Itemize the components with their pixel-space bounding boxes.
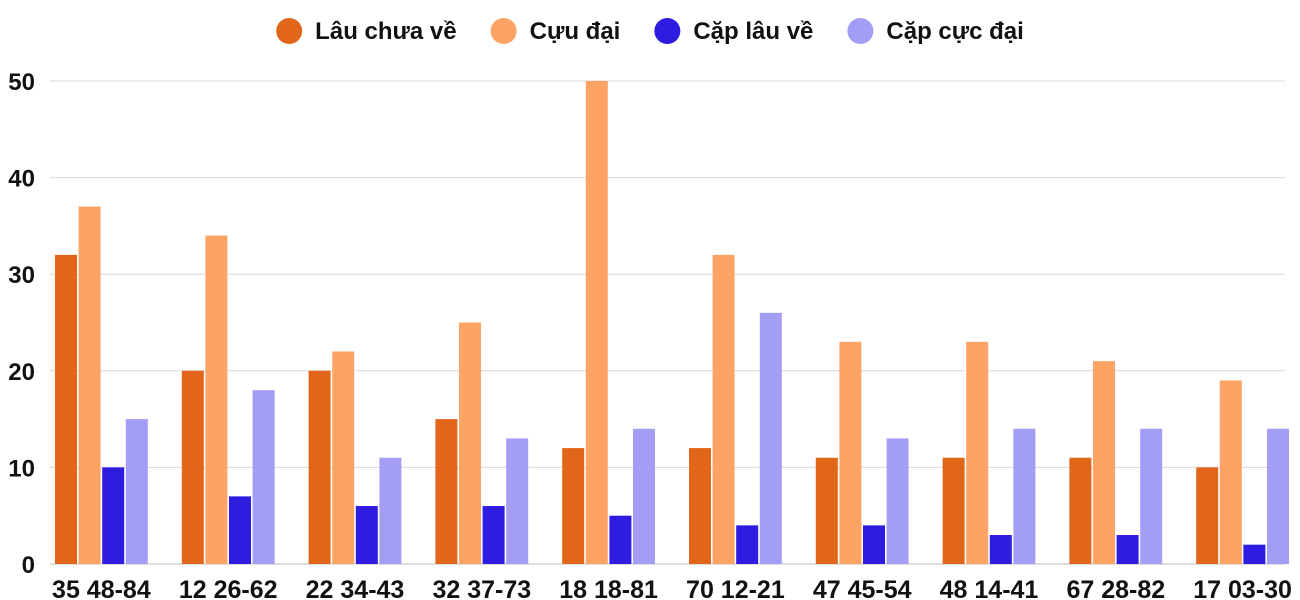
bar-cap-cuc-dai-8 — [1013, 428, 1036, 564]
x-category-label: 18 18-81 — [559, 576, 658, 600]
legend-label: Cựu đại — [530, 18, 621, 45]
legend-swatch — [847, 18, 874, 44]
bar-cap-cuc-dai-9 — [1140, 428, 1163, 564]
legend-swatch — [276, 18, 303, 44]
chart-legend: Lâu chưa về Cựu đại Cặp lâu về Cặp cực đại — [276, 18, 1024, 45]
bar-lau-chua-ve-1 — [55, 254, 77, 564]
bar-cap-cuc-dai-4 — [506, 438, 529, 564]
y-tick-label: 50 — [8, 69, 35, 96]
bar-cap-lau-ve-5 — [609, 515, 632, 564]
bar-cap-cuc-dai-7 — [886, 438, 909, 564]
bar-lau-chua-ve-6 — [689, 448, 711, 564]
bar-lau-chua-ve-2 — [181, 370, 204, 564]
y-tick-label: 40 — [8, 166, 35, 193]
bar-cap-lau-ve-9 — [1116, 535, 1139, 564]
bar-cap-lau-ve-6 — [736, 525, 759, 564]
bar-cap-lau-ve-4 — [482, 506, 505, 564]
x-category-label: 17 03-30 — [1193, 576, 1292, 600]
legend-swatch — [654, 18, 681, 44]
legend-item-cap-cuc-dai: Cặp cực đại — [847, 18, 1024, 45]
legend-item-lau-chua-ve: Lâu chưa về — [276, 18, 457, 45]
legend-label: Lâu chưa về — [315, 18, 456, 45]
bar-lau-chua-ve-8 — [942, 457, 965, 564]
x-category-label: 67 28-82 — [1066, 576, 1165, 600]
bar-lau-chua-ve-5 — [562, 448, 585, 564]
x-category-label: 48 14-41 — [940, 576, 1039, 600]
bar-cuu-dai-8 — [966, 341, 989, 564]
bar-lau-chua-ve-7 — [815, 457, 838, 564]
y-axis: 0 10 20 30 40 50 — [8, 69, 35, 579]
bar-cap-lau-ve-10 — [1243, 544, 1266, 564]
x-category-label: 32 37-73 — [432, 576, 531, 600]
legend-item-cuu-dai: Cựu đại — [490, 18, 621, 45]
bar-cuu-dai-10 — [1219, 380, 1242, 564]
chart-bars — [55, 81, 1289, 564]
legend-label: Cặp lâu về — [693, 18, 813, 45]
bar-cap-lau-ve-8 — [989, 535, 1012, 564]
bar-cuu-dai-4 — [459, 322, 481, 564]
bar-cuu-dai-9 — [1093, 361, 1115, 564]
y-tick-label: 30 — [8, 262, 35, 289]
bar-lau-chua-ve-4 — [435, 419, 458, 564]
bar-cap-lau-ve-1 — [102, 467, 125, 564]
x-category-label: 22 34-43 — [306, 576, 405, 600]
bar-cap-lau-ve-2 — [229, 496, 251, 564]
bar-cap-cuc-dai-6 — [759, 312, 782, 564]
bar-cap-cuc-dai-10 — [1267, 428, 1289, 564]
y-tick-label: 20 — [8, 359, 35, 386]
bar-cap-lau-ve-3 — [355, 506, 378, 564]
legend-item-cap-lau-ve: Cặp lâu về — [654, 18, 813, 45]
x-category-label: 35 48-84 — [52, 576, 151, 600]
x-category-label: 47 45-54 — [813, 576, 912, 600]
bar-cap-cuc-dai-5 — [633, 428, 655, 564]
bar-cuu-dai-3 — [332, 351, 355, 564]
y-tick-label: 10 — [8, 455, 35, 482]
legend-swatch — [490, 18, 517, 44]
bar-lau-chua-ve-3 — [308, 370, 331, 564]
bar-cuu-dai-1 — [78, 206, 101, 564]
y-tick-label: 0 — [22, 552, 35, 579]
bar-cuu-dai-6 — [712, 254, 735, 564]
bar-cap-cuc-dai-2 — [252, 390, 275, 564]
x-category-label: 12 26-62 — [179, 576, 278, 600]
bar-cap-lau-ve-7 — [863, 525, 885, 564]
x-axis: 35 48-84 12 26-62 22 34-43 32 37-73 18 18-81… — [52, 576, 1292, 600]
bar-cuu-dai-5 — [585, 81, 608, 564]
bar-lau-chua-ve-9 — [1069, 457, 1092, 564]
bar-lau-chua-ve-10 — [1196, 467, 1219, 564]
bar-cap-cuc-dai-1 — [125, 419, 148, 564]
legend-label: Cặp cực đại — [886, 18, 1023, 45]
bar-cap-cuc-dai-3 — [379, 457, 402, 564]
x-category-label: 70 12-21 — [686, 576, 785, 600]
bar-cuu-dai-7 — [839, 341, 862, 564]
bar-cuu-dai-2 — [205, 235, 228, 564]
